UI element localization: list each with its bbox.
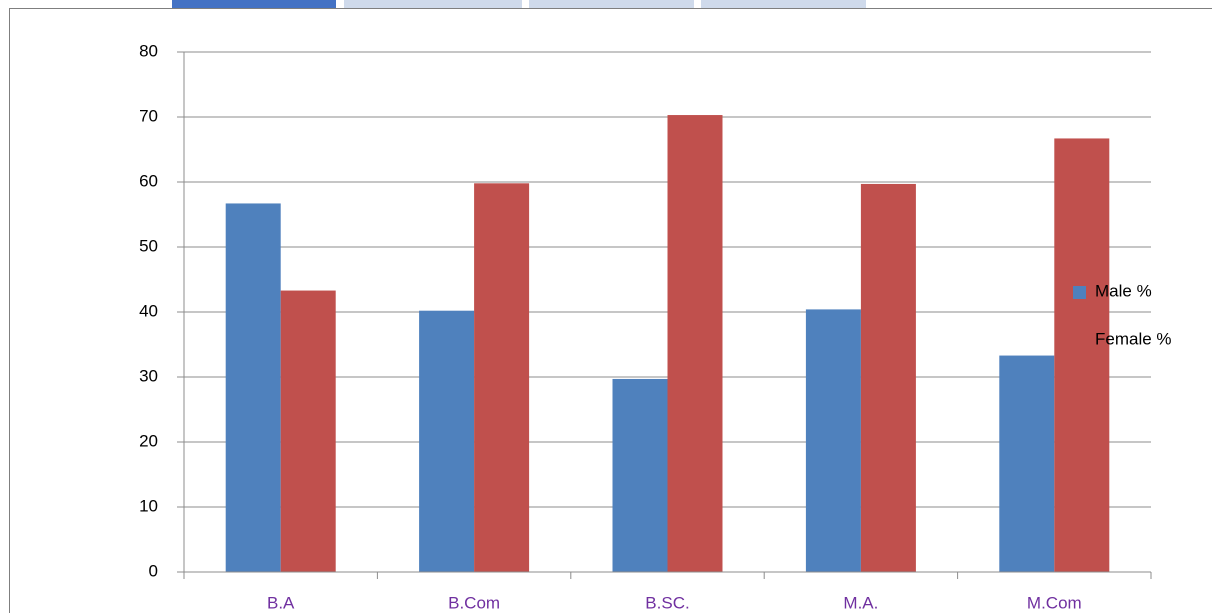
x-tick-label: B.Com [448, 593, 500, 612]
tab [529, 0, 694, 8]
y-tick-label: 60 [139, 171, 158, 190]
tab [701, 0, 866, 8]
bar [280, 290, 336, 572]
y-tick-label: 70 [139, 106, 158, 125]
chart-border [9, 8, 1212, 613]
y-tick-label: 20 [139, 431, 158, 450]
y-tick-label: 0 [149, 561, 158, 580]
x-tick-label: M.A. [843, 593, 878, 612]
x-tick-label: M.Com [1027, 593, 1082, 612]
bar [612, 378, 668, 572]
tab [172, 0, 336, 8]
legend-label: Female % [1095, 329, 1172, 348]
y-tick-label: 80 [139, 41, 158, 60]
bar [225, 203, 281, 572]
bar [999, 355, 1055, 572]
bar [805, 309, 861, 572]
legend-marker [1073, 286, 1086, 299]
y-tick-label: 40 [139, 301, 158, 320]
bar [860, 183, 916, 572]
bar [419, 310, 475, 572]
bar [474, 183, 530, 573]
tab [344, 0, 522, 8]
x-tick-label: B.A [267, 593, 295, 612]
bar [1054, 138, 1110, 572]
bar [667, 115, 723, 573]
y-tick-label: 10 [139, 496, 158, 515]
legend-label: Male % [1095, 281, 1152, 300]
x-tick-label: B.SC. [645, 593, 689, 612]
y-tick-label: 30 [139, 366, 158, 385]
y-tick-label: 50 [139, 236, 158, 255]
